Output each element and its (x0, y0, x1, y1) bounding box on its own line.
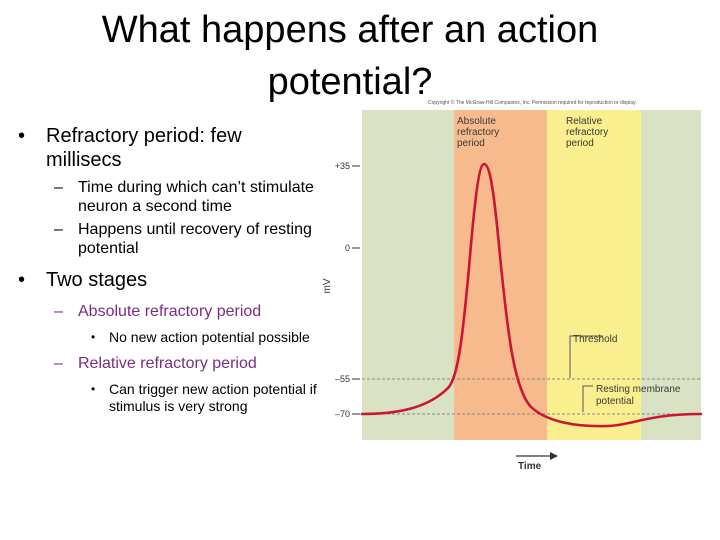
sub-bullet-time-text: Time during which can’t stimulate neuron… (78, 179, 314, 215)
sub-bullet-time: – Time during which can’t stimulate neur… (18, 178, 318, 216)
sub-bullet-relative: – Relative refractory period (18, 354, 318, 373)
x-axis-label: Time (518, 461, 542, 472)
relative-label-line3: period (566, 138, 594, 149)
relative-label-line1: Relative (566, 116, 603, 127)
sub-bullet-absolute-text: Absolute refractory period (78, 303, 262, 320)
sub-bullet-relative-text: Relative refractory period (78, 355, 257, 372)
absolute-label-line1: Absolute (457, 116, 496, 127)
resting-label-line2: potential (596, 396, 634, 407)
sub-bullet-recovery: – Happens until recovery of resting pote… (18, 220, 318, 258)
dash-marker: – (54, 221, 63, 238)
dash-marker: – (54, 303, 63, 320)
bullet-two-stages: Two stages (18, 268, 318, 292)
absolute-label-line3: period (457, 138, 485, 149)
sub-bullet-absolute: – Absolute refractory period (18, 302, 318, 321)
y-tick-minus55: –55 (335, 374, 350, 384)
slide-title: What happens after an action potential? (40, 4, 660, 108)
background-zone-right (641, 110, 701, 440)
item-trigger-new-action-potential-text: Can trigger new action potential if stim… (109, 381, 317, 414)
item-no-new-action-potential-text: No new action potential possible (109, 329, 310, 345)
resting-pointer (582, 385, 593, 412)
sub-bullet-recovery-text: Happens until recovery of resting potent… (78, 221, 312, 257)
y-tick-zero: 0 (345, 243, 350, 253)
y-tick-minus70: –70 (335, 409, 350, 419)
threshold-pointer (569, 335, 603, 378)
bullet-list: Refractory period: few millisecs – Time … (18, 124, 318, 419)
dash-marker: – (54, 179, 63, 196)
copyright-notice: Copyright © The McGraw-Hill Companies, I… (428, 100, 637, 106)
bullet-refractory-period: Refractory period: few millisecs (18, 124, 318, 172)
figure-graphic: Absolute refractory period Relative refr… (322, 110, 703, 472)
slide-title-line1: What happens after an action (101, 9, 599, 51)
y-tick-plus35: +35 (335, 161, 350, 171)
dash-marker: – (54, 355, 63, 372)
y-axis-label: mV (322, 278, 333, 293)
resting-label-line1: Resting membrane (596, 384, 681, 395)
relative-label-line2: refractory (566, 127, 608, 138)
relative-refractory-zone (547, 110, 641, 440)
threshold-label: Threshold (573, 334, 617, 345)
item-trigger-new-action-potential: • Can trigger new action potential if st… (18, 381, 318, 415)
action-potential-figure: Copyright © The McGraw-Hill Companies, I… (318, 96, 718, 476)
background-zone-left (362, 110, 454, 440)
slide-title-line2: potential? (267, 61, 433, 103)
absolute-label-line2: refractory (457, 127, 499, 138)
dot-marker: • (91, 330, 96, 344)
time-arrow-icon (550, 452, 558, 460)
action-potential-curve (360, 162, 703, 428)
item-no-new-action-potential: • No new action potential possible (18, 329, 318, 346)
dot-marker: • (91, 382, 96, 396)
